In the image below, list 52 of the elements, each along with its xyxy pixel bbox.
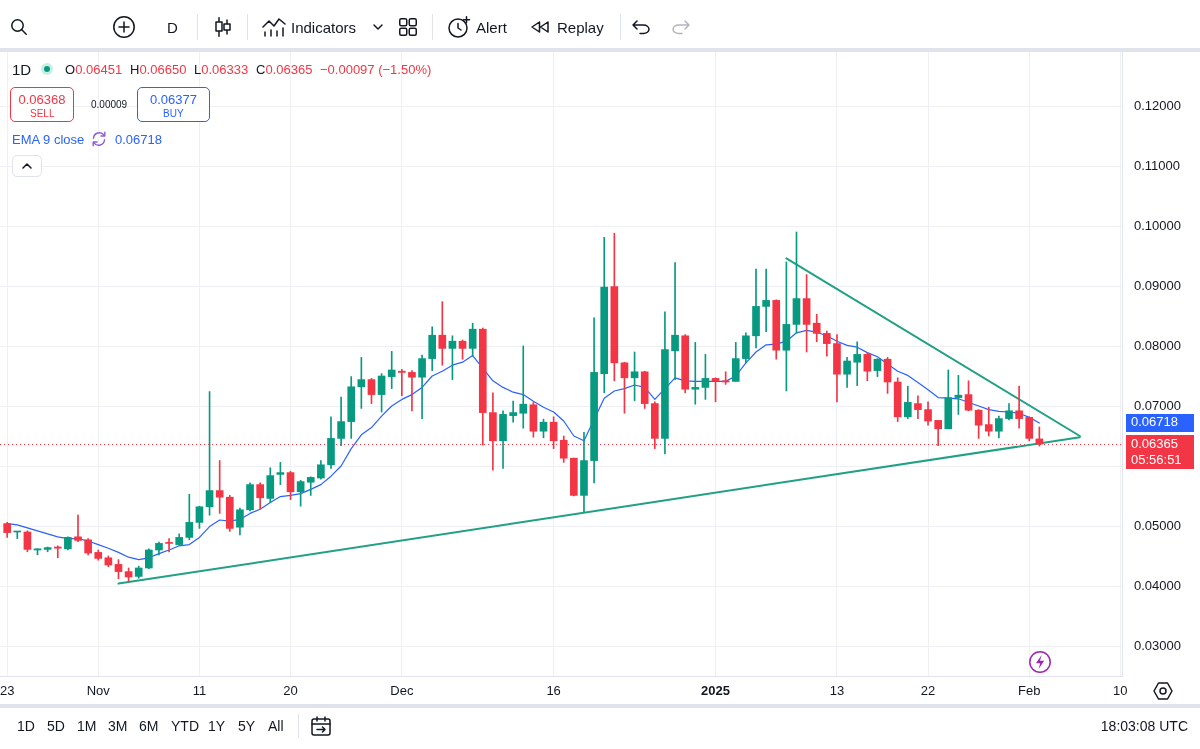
text: 5D <box>47 718 65 734</box>
text: 5Y <box>238 718 256 734</box>
text: Indicators <box>291 19 357 36</box>
x-tick-label: 20 <box>283 683 298 699</box>
annotation: 0.06718 <box>115 132 162 147</box>
x-tick-label: Dec <box>390 683 414 699</box>
text: 1Y <box>208 718 226 734</box>
sell-button: 0.06368 SELL <box>10 87 74 122</box>
annotation: BUY <box>163 108 184 119</box>
buy-button: 0.06377 BUY <box>137 87 210 122</box>
ref-line-label: 0.06365 <box>1131 435 1178 451</box>
text: 05:56:51 <box>1131 451 1182 467</box>
text: 6M <box>139 718 159 734</box>
y-tick-label: 0.03000 <box>1134 637 1181 653</box>
annotation: 0.00009 <box>91 99 128 110</box>
x-tick-label: 13 <box>829 683 845 699</box>
text: 1D <box>17 718 35 734</box>
x-tick-label: Feb <box>1018 683 1041 699</box>
x-tick-label: 16 <box>546 683 561 699</box>
annotation: O0.06451 <box>65 62 123 77</box>
annotation: 0.06377 <box>150 92 197 107</box>
x-tick-label: 2025 <box>701 683 730 699</box>
annotation: SELL <box>30 108 55 119</box>
text: 18:03:08 UTC <box>1100 718 1188 734</box>
y-tick-label: 0.12000 <box>1134 97 1181 113</box>
annotation: −0.00097 (−1.50%) <box>320 62 432 77</box>
y-tick-label: 0.07000 <box>1134 397 1181 413</box>
text: 1M <box>77 718 97 734</box>
y-tick-label: 0.09000 <box>1134 277 1181 293</box>
y-tick-label: 0.10000 <box>1134 217 1181 233</box>
text: All <box>268 718 284 734</box>
text: Replay <box>557 19 604 36</box>
annotation: L0.06333 <box>194 62 249 77</box>
x-tick-label: 10 <box>1113 683 1128 699</box>
y-tick-label: 0.11000 <box>1134 157 1181 173</box>
y-tick-label: 0.08000 <box>1134 337 1181 353</box>
annotation: C0.06365 <box>256 62 313 77</box>
annotation: 0.06368 <box>18 92 66 107</box>
x-tick-label: 11 <box>192 683 207 699</box>
text: YTD <box>171 718 199 734</box>
y-tick-label: 0.04000 <box>1134 577 1181 593</box>
y-tick-label: 0.05000 <box>1134 517 1181 533</box>
text: 3M <box>108 718 128 734</box>
text: 1D <box>12 61 32 78</box>
x-tick-label: 23 <box>0 683 15 699</box>
x-tick-label: 22 <box>920 683 936 699</box>
text: D <box>167 19 178 36</box>
text: Alert <box>476 19 507 36</box>
text: EMA 9 close <box>12 132 85 147</box>
x-tick-label: Nov <box>86 683 111 699</box>
annotation: H0.06650 <box>130 62 187 77</box>
text: 0.06718 <box>1131 414 1178 430</box>
